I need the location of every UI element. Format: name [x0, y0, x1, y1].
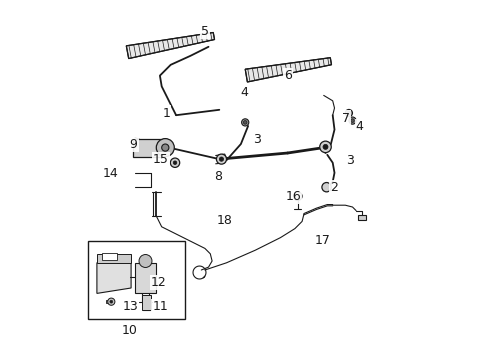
Text: 10: 10: [122, 324, 138, 337]
Ellipse shape: [110, 300, 113, 303]
Ellipse shape: [219, 157, 223, 161]
Text: 9: 9: [129, 138, 137, 150]
Text: 5: 5: [201, 25, 208, 38]
Ellipse shape: [216, 154, 226, 164]
Text: 2: 2: [329, 181, 337, 194]
Ellipse shape: [321, 183, 330, 192]
Ellipse shape: [293, 192, 302, 201]
Bar: [106, 300, 112, 303]
Bar: [357, 215, 365, 220]
Ellipse shape: [173, 161, 177, 165]
Ellipse shape: [241, 119, 248, 126]
Text: 3: 3: [346, 154, 353, 167]
Polygon shape: [126, 32, 214, 59]
Ellipse shape: [322, 144, 327, 149]
Text: 16: 16: [285, 190, 301, 203]
Bar: [97, 254, 131, 263]
Text: 12: 12: [151, 276, 166, 289]
Text: 18: 18: [216, 214, 232, 227]
Text: 7: 7: [341, 112, 349, 125]
Bar: [142, 295, 151, 310]
Ellipse shape: [348, 117, 355, 124]
Ellipse shape: [170, 158, 179, 167]
Text: 3: 3: [253, 133, 261, 146]
Text: 11: 11: [152, 300, 168, 313]
Text: 15: 15: [153, 153, 168, 166]
Ellipse shape: [139, 255, 152, 267]
Ellipse shape: [243, 121, 246, 124]
Text: 4: 4: [240, 86, 248, 99]
Ellipse shape: [350, 119, 354, 122]
Ellipse shape: [345, 109, 352, 117]
Ellipse shape: [107, 298, 115, 305]
Ellipse shape: [162, 144, 168, 151]
Text: 6: 6: [283, 69, 291, 82]
Ellipse shape: [346, 111, 350, 115]
Text: 17: 17: [314, 234, 330, 247]
Bar: [88, 241, 185, 319]
Text: 13: 13: [122, 300, 138, 312]
Polygon shape: [244, 58, 331, 82]
Bar: [102, 253, 117, 260]
Text: 1: 1: [162, 107, 170, 120]
Bar: [134, 263, 156, 293]
Polygon shape: [97, 257, 131, 293]
Ellipse shape: [319, 141, 330, 153]
Ellipse shape: [156, 139, 174, 157]
Text: 8: 8: [214, 170, 222, 183]
Text: 4: 4: [355, 120, 363, 133]
Text: 14: 14: [102, 167, 118, 180]
Bar: [133, 139, 165, 157]
